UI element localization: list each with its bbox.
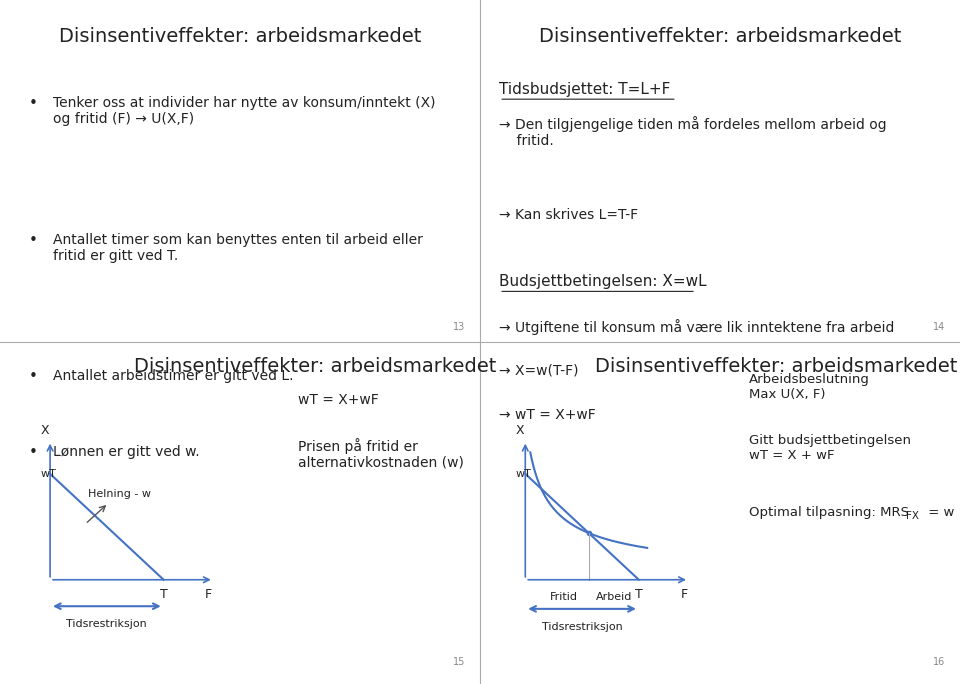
Text: Disinsentiveffekter: arbeidsmarkedet: Disinsentiveffekter: arbeidsmarkedet [59,27,421,47]
Text: → Kan skrives L=T-F: → Kan skrives L=T-F [499,208,638,222]
Text: Antallet arbeidstimer er gitt ved L.: Antallet arbeidstimer er gitt ved L. [53,369,294,383]
Text: •: • [29,233,37,248]
Text: F: F [205,588,212,601]
Text: X: X [40,424,49,437]
Text: = w: = w [924,506,955,519]
Text: → Den tilgjengelige tiden må fordeles mellom arbeid og
    fritid.: → Den tilgjengelige tiden må fordeles me… [499,116,887,148]
Text: Prisen på fritid er
alternativkostnaden (w): Prisen på fritid er alternativkostnaden … [298,438,464,470]
Text: Helning - w: Helning - w [88,488,152,499]
Text: Antallet timer som kan benyttes enten til arbeid eller
fritid er gitt ved T.: Antallet timer som kan benyttes enten ti… [53,233,422,263]
Text: Tenker oss at individer har nytte av konsum/inntekt (X)
og fritid (F) → U(X,F): Tenker oss at individer har nytte av kon… [53,96,435,126]
Text: Lønnen er gitt ved w.: Lønnen er gitt ved w. [53,445,200,458]
Text: Disinsentiveffekter: arbeidsmarkedet: Disinsentiveffekter: arbeidsmarkedet [539,27,901,47]
Text: F: F [681,588,687,601]
Text: → wT = X+wF: → wT = X+wF [499,408,596,421]
Text: •: • [29,96,37,111]
Text: wT: wT [516,469,531,479]
Text: 15: 15 [453,657,466,667]
Text: wT: wT [40,469,56,479]
Text: Tidsrestriksjon: Tidsrestriksjon [66,620,147,629]
Text: Tidsbudsjettet: T=L+F: Tidsbudsjettet: T=L+F [499,82,671,97]
Text: Arbeidsbeslutning
Max U(X, F): Arbeidsbeslutning Max U(X, F) [749,373,870,401]
Text: Budsjettbetingelsen: X=wL: Budsjettbetingelsen: X=wL [499,274,707,289]
Text: T: T [159,588,167,601]
Text: 14: 14 [933,321,946,332]
Text: T: T [635,588,642,601]
Text: Disinsentiveffekter: arbeidsmarkedet: Disinsentiveffekter: arbeidsmarkedet [595,357,957,376]
Text: Tidsrestriksjon: Tidsrestriksjon [541,622,622,632]
Text: 16: 16 [933,657,946,667]
Text: Optimal tilpasning: MRS: Optimal tilpasning: MRS [749,506,909,519]
Text: •: • [29,369,37,384]
Text: wT = X+wF: wT = X+wF [298,393,378,407]
Text: FX: FX [906,511,920,521]
Text: 13: 13 [453,321,466,332]
Text: Gitt budsjettbetingelsen
wT = X + wF: Gitt budsjettbetingelsen wT = X + wF [749,434,911,462]
Text: → X=w(T-F): → X=w(T-F) [499,363,579,377]
Text: X: X [516,424,524,437]
Text: •: • [29,445,37,460]
Text: → Utgiftene til konsum må være lik inntektene fra arbeid: → Utgiftene til konsum må være lik innte… [499,319,895,334]
Text: Fritid: Fritid [550,592,578,602]
Text: Disinsentiveffekter: arbeidsmarkedet: Disinsentiveffekter: arbeidsmarkedet [134,357,496,376]
Text: Arbeid: Arbeid [595,592,632,602]
